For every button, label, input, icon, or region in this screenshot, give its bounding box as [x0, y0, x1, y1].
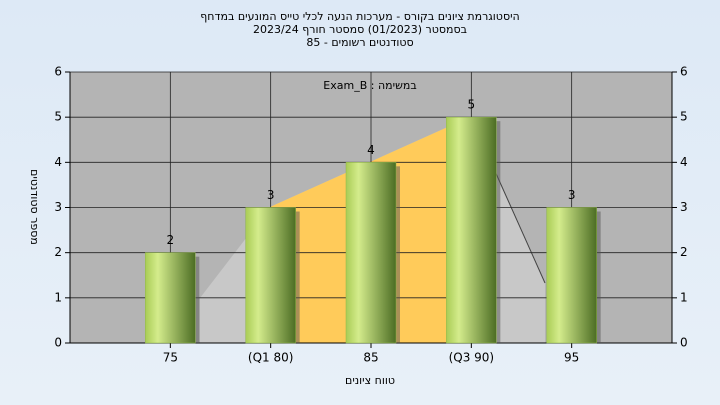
y2-tick-label: 5	[680, 110, 688, 124]
x-axis-label: טווח ציונים	[345, 374, 395, 387]
x-tick-label: 95	[564, 351, 579, 365]
y-tick-label: 6	[54, 65, 62, 79]
chart-title: היסטוגרמת ציונים בקורס - מערכות הנעה לכל…	[200, 10, 519, 23]
x-tick-label: (Q1 80)	[248, 351, 294, 365]
x-tick-label: 85	[363, 351, 378, 365]
value-label: 3	[568, 188, 576, 202]
bar	[245, 207, 296, 344]
bar	[446, 116, 497, 344]
x-tick-label: 75	[163, 351, 178, 365]
y2-tick-label: 3	[680, 200, 688, 214]
y-tick-label: 0	[54, 336, 62, 350]
value-label: 2	[167, 233, 175, 247]
y2-tick-label: 0	[680, 336, 688, 350]
y-axis-label: מספר סטודנטים	[28, 169, 41, 245]
y2-tick-label: 2	[680, 245, 688, 259]
y-tick-label: 2	[54, 245, 62, 259]
chart-subtitle: סטודנטים רשומים - 85	[306, 36, 413, 49]
y-tick-label: 1	[54, 290, 62, 304]
y-tick-label: 3	[54, 200, 62, 214]
value-label: 4	[367, 143, 375, 157]
y-tick-label: 5	[54, 110, 62, 124]
x-tick-label: (Q3 90)	[449, 351, 495, 365]
value-label: 3	[267, 188, 275, 202]
bar	[345, 162, 397, 344]
value-label: 5	[468, 98, 476, 112]
y2-tick-label: 1	[680, 290, 688, 304]
bar	[546, 207, 597, 344]
y2-tick-label: 4	[680, 155, 688, 169]
bar	[145, 252, 196, 344]
annotation: במשימה : Exam_B	[323, 79, 416, 92]
y2-tick-label: 6	[680, 65, 688, 79]
y-tick-label: 4	[54, 155, 62, 169]
chart-subtitle: בסמסטר (01/2023) סמסטר חורף 2023/24	[253, 23, 467, 36]
